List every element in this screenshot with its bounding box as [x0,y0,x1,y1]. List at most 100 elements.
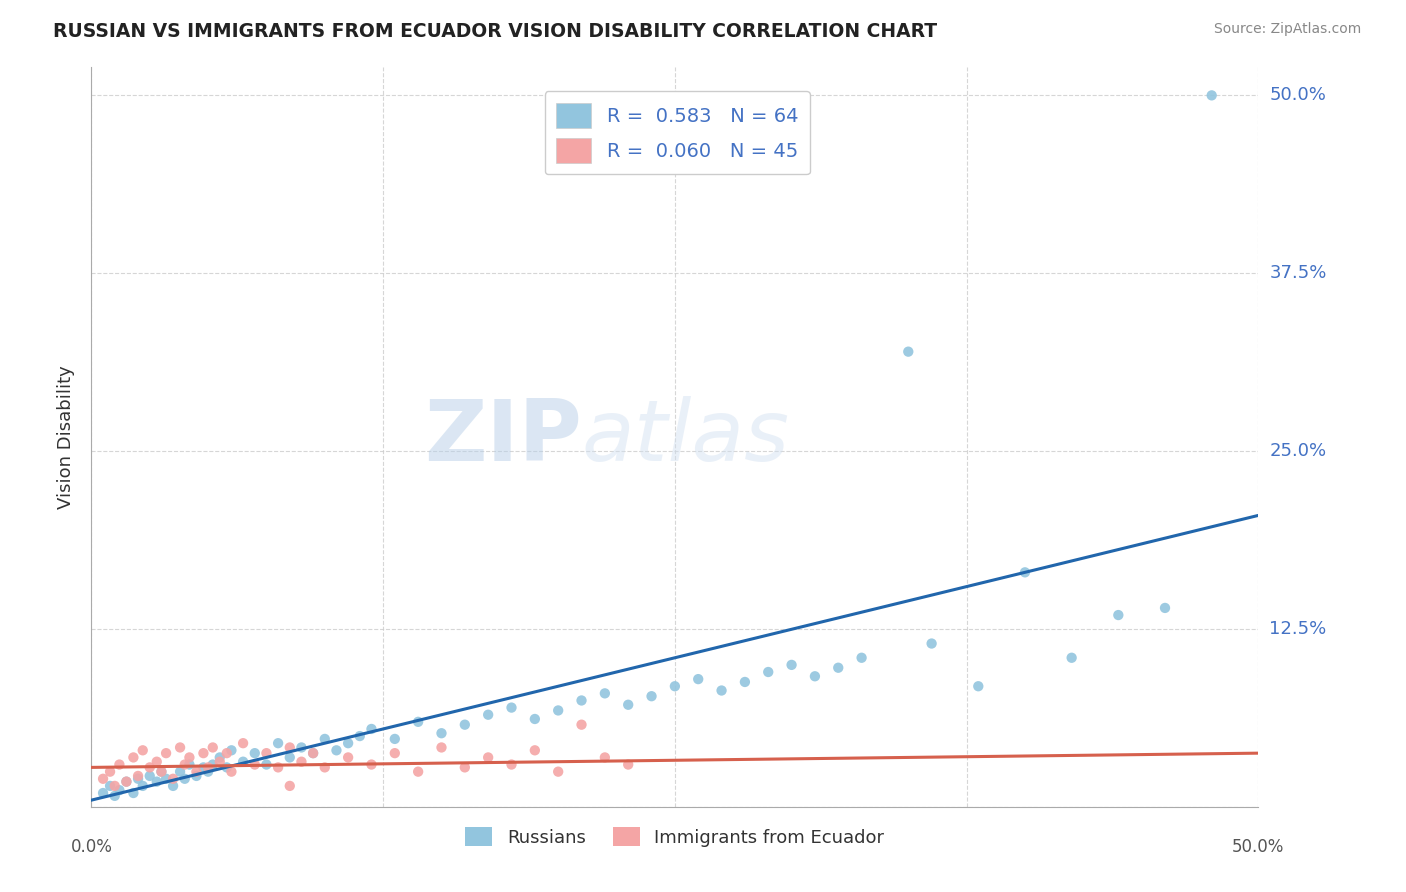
Point [104,779,127,793]
Point [162,772,184,786]
Point [150,764,173,779]
Point [115,774,138,789]
Point [384,731,406,746]
Point [243,746,266,760]
Point [122,786,145,800]
Point [780,657,803,672]
Point [384,746,406,760]
Point [688,672,710,686]
Point [115,774,138,789]
Point [243,757,266,772]
Point [201,740,224,755]
Point [278,779,301,793]
Point [221,764,243,779]
Point [173,772,195,786]
Point [127,769,149,783]
Point [215,746,238,760]
Point [91,786,114,800]
Point [278,740,301,755]
Point [162,779,184,793]
Point [132,743,155,757]
Legend: Russians, Immigrants from Ecuador: Russians, Immigrants from Ecuador [458,820,891,854]
Point [756,665,779,679]
Point [325,743,347,757]
Point [215,760,238,774]
Point [571,717,593,731]
Point [1014,566,1036,580]
Point [454,717,477,731]
Point [1060,650,1083,665]
Point [208,750,231,764]
Point [547,764,569,779]
Point [155,746,177,760]
Point [314,731,336,746]
Point [501,700,523,714]
Text: 12.5%: 12.5% [1270,620,1327,639]
Point [169,740,191,755]
Point [851,650,873,665]
Text: ZIP: ZIP [423,395,582,479]
Point [150,764,173,779]
Point [138,760,162,774]
Point [734,675,756,690]
Y-axis label: Vision Disability: Vision Disability [58,365,76,509]
Point [454,760,477,774]
Point [921,636,943,650]
Point [290,755,312,769]
Point [664,679,686,693]
Point [290,740,312,755]
Point [501,757,523,772]
Point [197,760,219,774]
Point [98,764,121,779]
Point [98,779,121,793]
Point [804,669,827,683]
Point [104,789,127,803]
Text: RUSSIAN VS IMMIGRANTS FROM ECUADOR VISION DISABILITY CORRELATION CHART: RUSSIAN VS IMMIGRANTS FROM ECUADOR VISIO… [53,22,938,41]
Point [430,726,453,740]
Text: Source: ZipAtlas.com: Source: ZipAtlas.com [1213,22,1361,37]
Point [593,686,616,700]
Point [208,755,231,769]
Point [127,772,149,786]
Point [302,746,325,760]
Point [406,764,429,779]
Point [406,714,429,729]
Point [547,703,569,717]
Point [169,764,191,779]
Point [523,743,546,757]
Point [360,757,382,772]
Point [337,736,360,750]
Text: 50.0%: 50.0% [1232,838,1285,855]
Point [232,736,254,750]
Point [302,746,325,760]
Point [186,769,208,783]
Point [477,750,499,764]
Point [617,757,640,772]
Point [827,661,849,675]
Point [897,344,920,359]
Point [197,764,219,779]
Point [221,743,243,757]
Point [477,707,499,722]
Text: 25.0%: 25.0% [1270,442,1327,460]
Point [1107,608,1129,623]
Point [138,769,162,783]
Point [145,774,167,789]
Point [186,764,208,779]
Point [201,757,224,772]
Text: 50.0%: 50.0% [1270,87,1326,104]
Point [710,683,733,698]
Point [256,757,278,772]
Point [349,729,371,743]
Point [108,783,131,797]
Point [640,689,662,703]
Point [278,750,301,764]
Point [267,760,290,774]
Point [179,757,201,772]
Point [617,698,640,712]
Point [193,746,215,760]
Point [132,779,155,793]
Point [314,760,336,774]
Point [430,740,453,755]
Point [1154,601,1177,615]
